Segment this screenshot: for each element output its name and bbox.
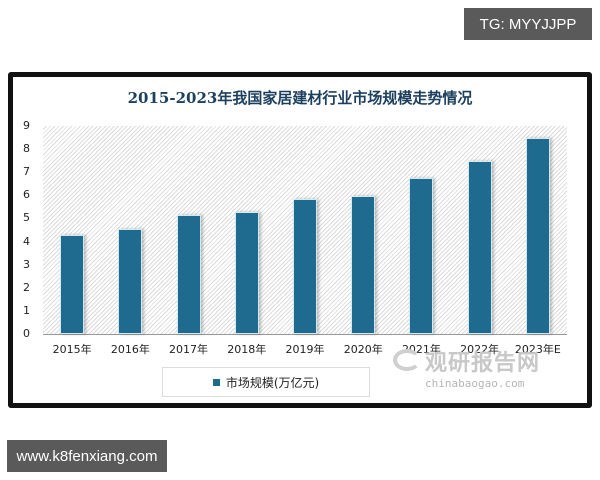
y-tick-label: 0 bbox=[23, 327, 30, 340]
y-tick-label: 8 bbox=[23, 142, 30, 156]
x-tick-label: 2020年 bbox=[343, 343, 383, 356]
bar bbox=[467, 161, 492, 334]
legend: 市场规模(万亿元) bbox=[162, 367, 370, 397]
watermark-logo-icon bbox=[393, 349, 421, 371]
x-tick-label: 2023年E bbox=[514, 343, 561, 356]
bar bbox=[351, 195, 376, 334]
bar bbox=[60, 234, 85, 334]
bar bbox=[525, 137, 550, 334]
telegram-tag: TG: MYYJJPP bbox=[464, 8, 592, 40]
watermark-en: chinabaogao.com bbox=[425, 377, 525, 390]
bar bbox=[118, 228, 143, 334]
x-tick-label: 2018年 bbox=[227, 343, 267, 356]
bar bbox=[409, 178, 434, 334]
x-axis-line bbox=[43, 334, 567, 335]
y-tick-label: 7 bbox=[23, 165, 30, 179]
website-tag: www.k8fenxiang.com bbox=[7, 440, 167, 472]
y-tick-label: 5 bbox=[23, 211, 30, 225]
y-tick-label: 1 bbox=[23, 303, 30, 317]
y-tick-label: 2 bbox=[23, 280, 30, 294]
x-tick-label: 2019年 bbox=[285, 343, 325, 356]
watermark: 观研报告网 chinabaogao.com bbox=[393, 345, 540, 390]
chart-card: 2015-2023年我国家居建材行业市场规模走势情况 0 1 2 3 4 5 6 7 8 9 20… bbox=[13, 77, 587, 403]
chart-title: 2015-2023年我国家居建材行业市场规模走势情况 bbox=[127, 89, 473, 107]
watermark-cn: 观研报告网 bbox=[425, 351, 541, 376]
legend-swatch-icon bbox=[212, 378, 220, 386]
x-tick-label: 2016年 bbox=[110, 343, 150, 356]
legend-label: 市场规模(万亿元) bbox=[225, 375, 320, 390]
y-tick-label: 4 bbox=[23, 234, 30, 248]
y-tick-label: 6 bbox=[23, 188, 30, 202]
y-tick-label: 9 bbox=[23, 119, 30, 132]
y-tick-label: 3 bbox=[23, 257, 30, 271]
bar bbox=[293, 198, 317, 334]
bar bbox=[176, 214, 201, 334]
x-tick-label: 2022年 bbox=[460, 343, 500, 356]
x-tick-label: 2017年 bbox=[169, 343, 209, 356]
x-tick-label: 2015年 bbox=[52, 343, 92, 356]
bar bbox=[234, 211, 259, 334]
